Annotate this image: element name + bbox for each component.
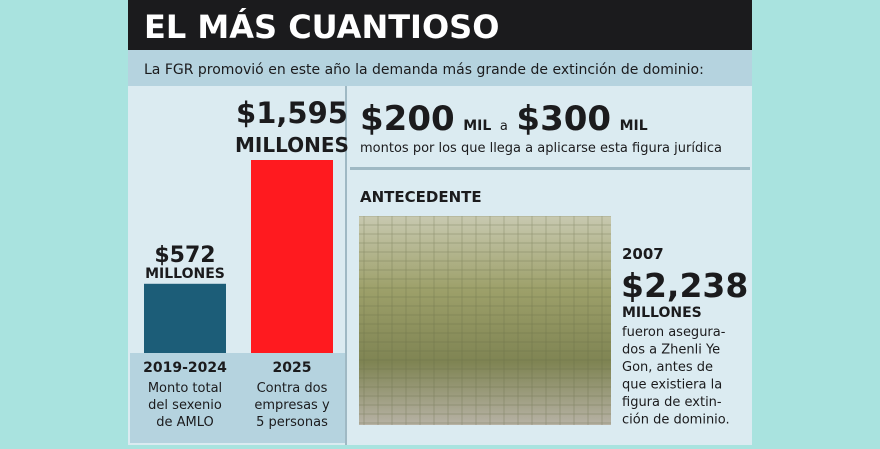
subtitle-bar [128,50,752,86]
bar [251,160,333,353]
category-note: 5 personas [256,415,328,430]
category-note: del sexenio [148,398,222,413]
category-label: 2019-2024 [143,360,227,376]
header-bar [128,0,752,50]
subtitle: La FGR promovió en este año la demanda m… [144,62,704,78]
category-note: Monto total [148,381,222,396]
range-low: $200 [360,99,455,139]
amount: $2,238 [621,266,748,305]
bar [144,283,226,353]
range-caption: montos por los que llega a aplicarse est… [360,141,722,156]
category-note: de AMLO [156,415,214,430]
paragraph-line: Gon, antes de [622,360,713,375]
range-joiner: a [500,119,508,134]
title: EL MÁS CUANTIOSO [144,8,499,46]
paragraph-line: que existiera la [622,378,722,393]
divider [350,167,750,170]
paragraph-line: figura de extin- [622,395,722,410]
range-unit: MIL [463,118,491,134]
range-high: $300 [516,99,611,139]
value-label: $572 [154,243,215,268]
paragraph-line: dos a Zhenli Ye [622,343,720,358]
category-band [130,353,345,443]
unit-label: MILLONES [235,133,349,157]
unit-label: MILLONES [145,266,225,282]
photo-texture [359,216,611,425]
range-unit: MIL [620,118,648,134]
category-label: 2025 [273,360,312,376]
category-note: empresas y [254,398,330,413]
section-title: ANTECEDENTE [360,188,482,206]
paragraph-line: ción de dominio. [622,413,730,428]
amount-unit: MILLONES [622,305,702,321]
paragraph-line: fueron asegura- [622,325,726,340]
range: $200 MIL a $300 MIL [360,99,648,139]
value-label: $1,595 [236,96,348,130]
category-note: Contra dos [257,381,328,396]
year: 2007 [622,245,664,263]
